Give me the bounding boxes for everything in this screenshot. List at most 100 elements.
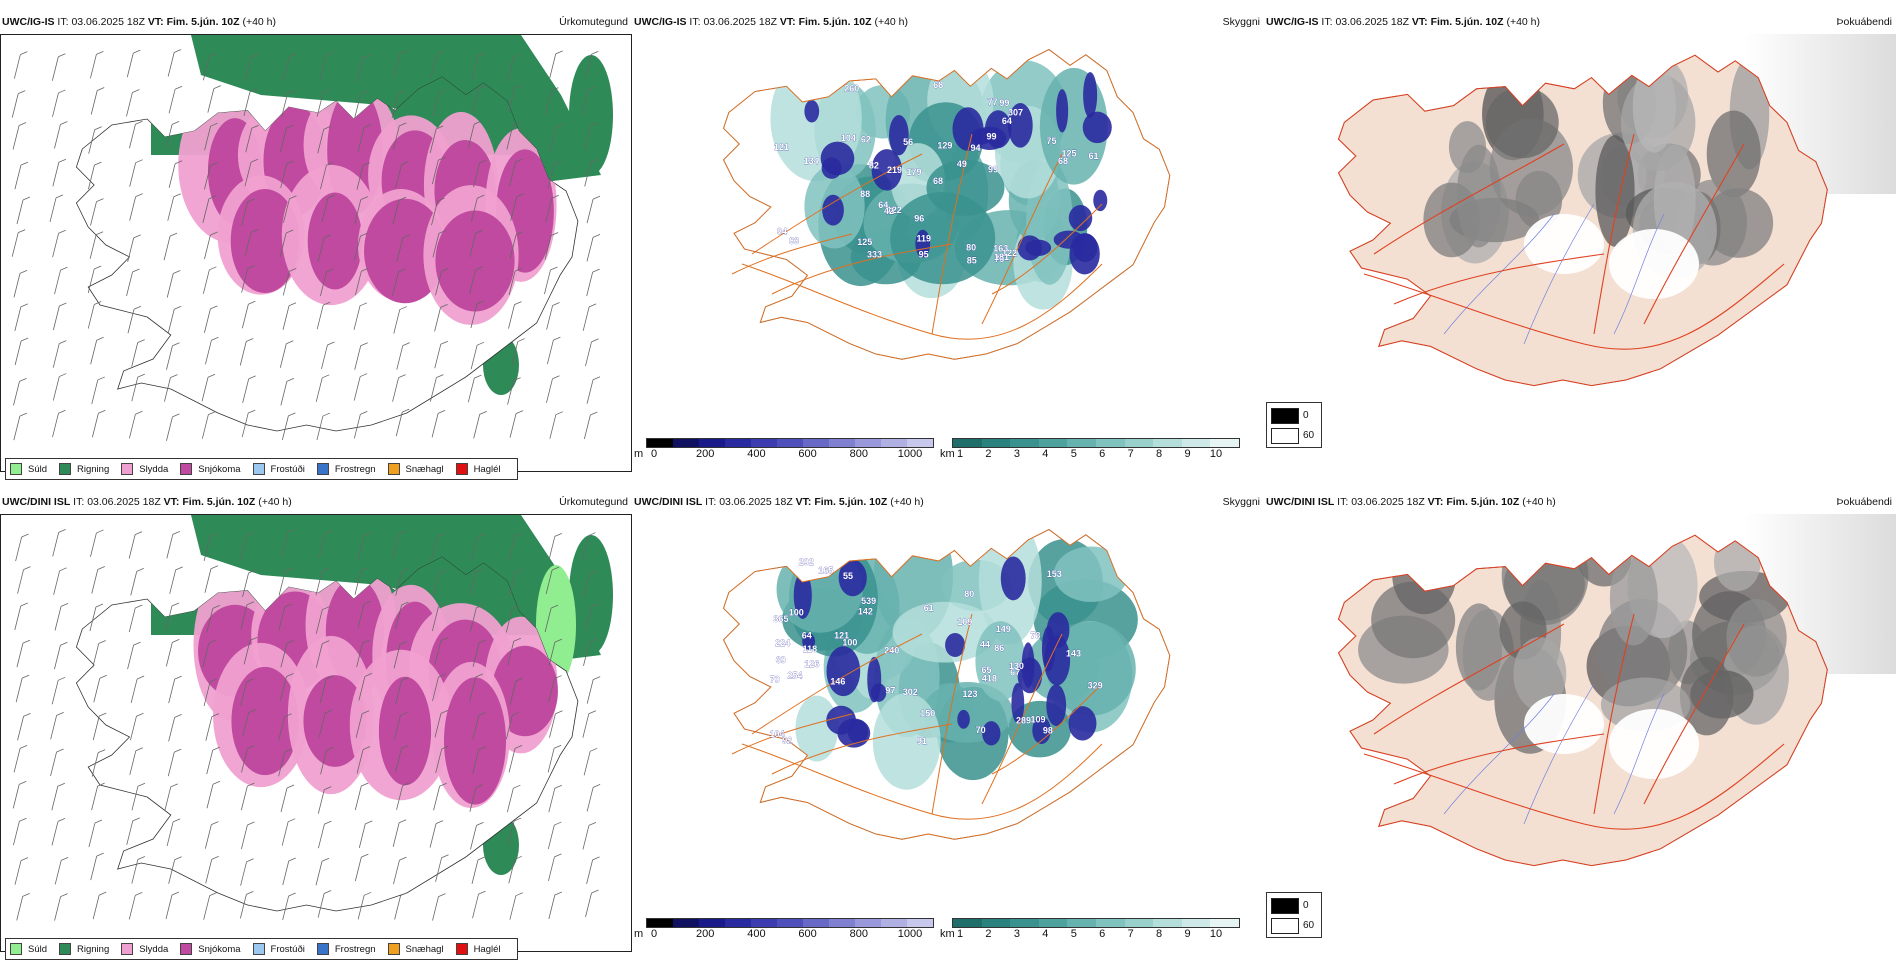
colorbar-cell bbox=[647, 919, 673, 927]
low-ceiling-patch bbox=[1017, 235, 1042, 261]
fog-legend-label-0: 0 bbox=[1303, 410, 1309, 421]
colorbar-tick-label: 400 bbox=[747, 928, 766, 940]
wind-barb bbox=[586, 268, 600, 297]
colorbar-cell bbox=[881, 439, 907, 447]
wind-barb bbox=[354, 196, 368, 224]
wind-barb bbox=[204, 821, 219, 849]
fog-map-canvas bbox=[1337, 34, 1896, 387]
wind-barb bbox=[586, 856, 600, 884]
fog-legend-label-60: 60 bbox=[1303, 430, 1315, 441]
wind-barb bbox=[241, 198, 255, 226]
wind-barb bbox=[353, 373, 368, 401]
visibility-value-label: 134 bbox=[804, 156, 819, 166]
visibility-map: 88 62 104 96 99 80 64 64 61 56 129 77 68 49 121 119 75 21… bbox=[632, 34, 1264, 474]
visibility-value-label: 104 bbox=[770, 729, 785, 739]
legend-label: Rigning bbox=[77, 463, 110, 475]
colorbar-cell bbox=[1124, 439, 1154, 447]
visibility-value-label: 98 bbox=[1043, 726, 1053, 736]
wind-barb bbox=[583, 638, 597, 666]
wind-barb bbox=[282, 268, 297, 296]
wind-barb bbox=[471, 52, 485, 81]
wind-barb bbox=[318, 530, 333, 558]
wind-barb bbox=[432, 569, 447, 598]
wind-barb bbox=[51, 676, 66, 705]
wind-barb bbox=[356, 54, 371, 82]
colorbar-tick-label: 1000 bbox=[897, 928, 923, 940]
colorbar-cell bbox=[803, 439, 829, 447]
wind-barb bbox=[241, 409, 256, 438]
coast-road bbox=[722, 48, 1171, 360]
vt-label: VT: bbox=[1427, 496, 1444, 508]
visibility-value-label: 219 bbox=[887, 165, 902, 175]
colorbar-cell bbox=[829, 439, 855, 447]
visibility-value-label: 65 bbox=[981, 665, 991, 675]
it-label: IT: bbox=[705, 496, 717, 508]
wind-barb bbox=[586, 234, 601, 262]
legend-item-snæhagl: Snæhagl bbox=[387, 463, 444, 475]
wind-barb bbox=[168, 85, 183, 114]
colorbar-tick-label: 200 bbox=[696, 928, 715, 940]
wind-barb bbox=[278, 603, 292, 631]
wind-barb bbox=[393, 640, 408, 669]
colorbar-cell bbox=[751, 919, 777, 927]
colorbar-tick-label: 800 bbox=[849, 928, 868, 940]
wind-barb bbox=[281, 412, 296, 440]
legend-label: Frostregn bbox=[334, 463, 376, 475]
river bbox=[1523, 683, 1595, 825]
colorbar-tick-label: 7 bbox=[1127, 928, 1134, 940]
fog-patch bbox=[1706, 110, 1761, 198]
fog-map bbox=[1264, 514, 1896, 954]
legend-item-frostregn: Frostregn bbox=[316, 463, 376, 475]
wind-barb bbox=[435, 267, 449, 296]
visibility-value-label: 68 bbox=[1058, 156, 1068, 166]
wind-barb bbox=[392, 122, 407, 150]
wind-barb bbox=[354, 567, 369, 595]
road-network bbox=[1337, 534, 1828, 867]
wind-barb bbox=[280, 377, 295, 406]
wind-barb bbox=[282, 892, 296, 921]
wind-barb bbox=[432, 89, 447, 117]
wind-barb bbox=[13, 817, 27, 846]
wind-barb bbox=[507, 377, 521, 405]
lead-time: (+40 h) bbox=[1522, 496, 1556, 508]
river bbox=[1613, 693, 1665, 815]
wind-barb bbox=[13, 744, 28, 773]
wind-barb bbox=[280, 640, 295, 668]
wind-barb bbox=[282, 53, 297, 81]
height-colorbar: m 0 200 400 600 800 1000 bbox=[632, 438, 934, 466]
snow-area bbox=[303, 675, 367, 767]
road bbox=[981, 153, 1063, 325]
low-ceiling-patch bbox=[982, 721, 1001, 746]
colorbar-cell bbox=[1067, 919, 1096, 927]
low-ceiling-patch bbox=[802, 633, 816, 650]
wind-barb bbox=[431, 197, 445, 226]
init-time: 03.06.2025 18Z bbox=[87, 496, 161, 508]
visibility-value-label: 130 bbox=[1009, 661, 1024, 671]
wind-barb bbox=[281, 89, 295, 118]
lead-time: (+40 h) bbox=[1506, 16, 1541, 28]
wind-barb bbox=[317, 786, 332, 814]
visibility-value-label: 75 bbox=[1047, 136, 1057, 146]
low-ceiling-patch bbox=[870, 683, 887, 702]
visibility-value-label: 95 bbox=[919, 249, 929, 259]
wind-barb bbox=[126, 49, 141, 78]
rain-area-east bbox=[569, 535, 613, 655]
colorbar-tick-label: 5 bbox=[1070, 928, 1077, 940]
legend-item-snæhagl: Snæhagl bbox=[387, 943, 444, 955]
wind-barb bbox=[205, 856, 219, 884]
visibility-value-label: 68 bbox=[933, 80, 943, 90]
colorbar-tick-label: 1 bbox=[956, 928, 964, 940]
wind-barb bbox=[203, 678, 218, 707]
precip-map: Súld Rigning Slydda Snjókoma Frostúði Frostre… bbox=[0, 34, 632, 480]
visibility-value-label: 70 bbox=[770, 675, 780, 685]
forecast-row-igis: UWC/IG-IS IT: 03.06.2025 18Z VT: Fim. 5.… bbox=[0, 12, 1900, 482]
wind-barb bbox=[321, 194, 336, 223]
wind-barb bbox=[128, 892, 143, 920]
wind-barb bbox=[582, 822, 597, 850]
road bbox=[731, 713, 853, 755]
low-ceiling-patch bbox=[1007, 103, 1033, 148]
valid-time: Fim. 5.jún. 10Z bbox=[166, 16, 240, 28]
colorbar-cell bbox=[1067, 439, 1096, 447]
precip-map-canvas bbox=[12, 515, 613, 921]
visibility-value-label: 64 bbox=[802, 631, 812, 641]
